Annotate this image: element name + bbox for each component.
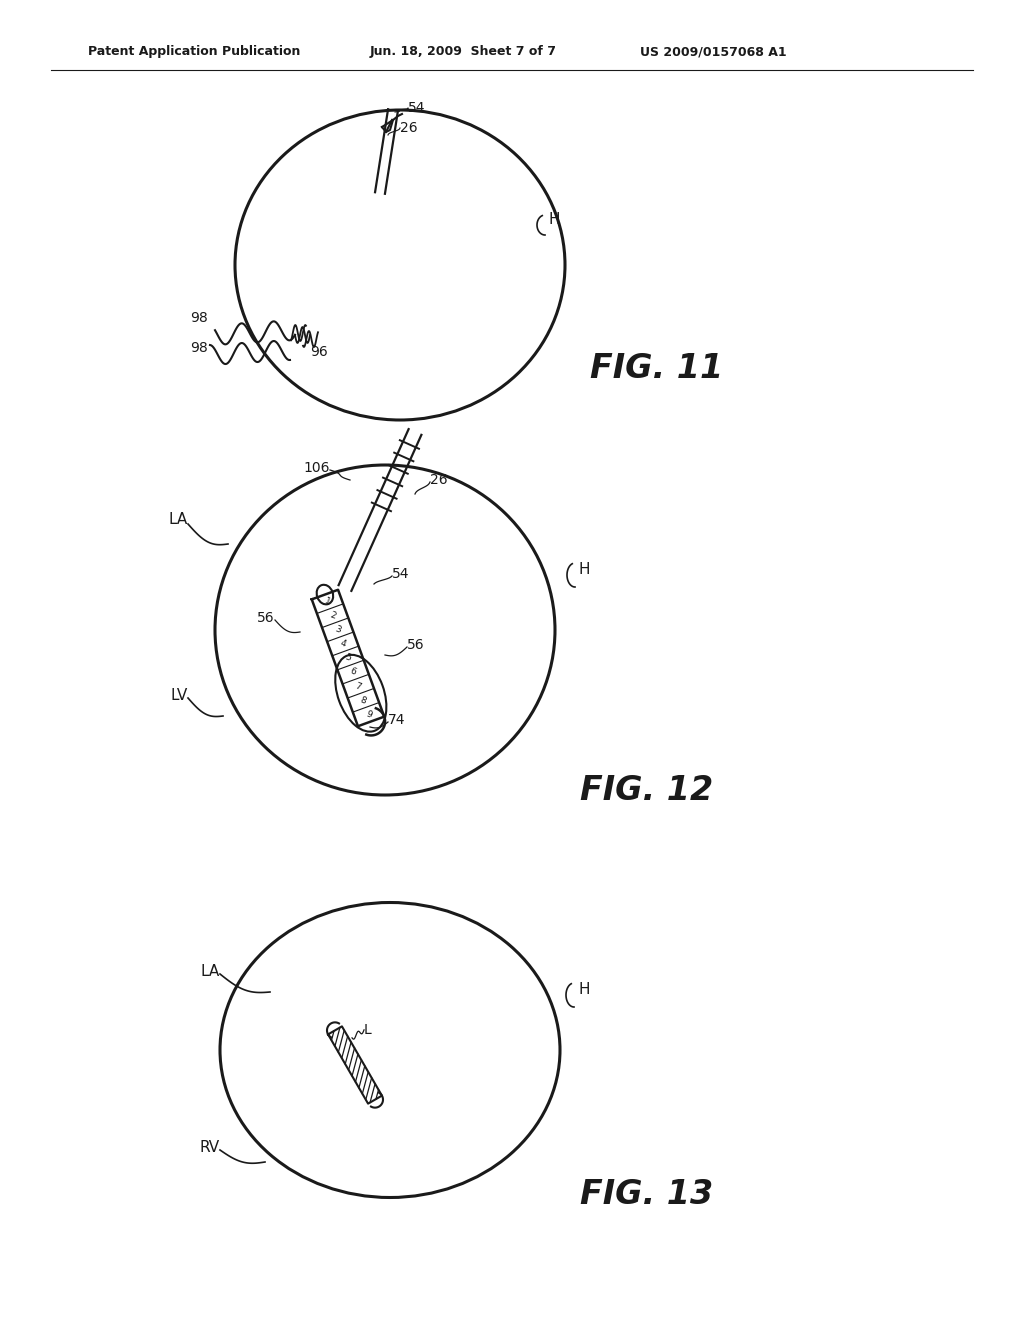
Text: 26: 26 xyxy=(400,121,418,135)
Text: FIG. 11: FIG. 11 xyxy=(590,351,723,384)
Text: LV: LV xyxy=(171,688,188,702)
Text: LA: LA xyxy=(201,965,220,979)
Text: H: H xyxy=(578,982,590,998)
Text: 8: 8 xyxy=(359,696,368,705)
Text: 7: 7 xyxy=(354,681,362,692)
Text: 4: 4 xyxy=(339,639,347,649)
Text: 54: 54 xyxy=(392,568,410,581)
Text: H: H xyxy=(578,562,590,578)
Text: 106: 106 xyxy=(303,461,330,475)
Text: 98: 98 xyxy=(190,341,208,355)
Text: 1: 1 xyxy=(324,597,332,607)
Text: 9: 9 xyxy=(365,709,373,719)
Text: 96: 96 xyxy=(310,345,328,359)
Text: 98: 98 xyxy=(190,312,208,325)
Text: US 2009/0157068 A1: US 2009/0157068 A1 xyxy=(640,45,786,58)
Text: LA: LA xyxy=(169,512,188,528)
Text: Patent Application Publication: Patent Application Publication xyxy=(88,45,300,58)
Text: 56: 56 xyxy=(407,638,425,652)
Text: FIG. 12: FIG. 12 xyxy=(580,774,714,807)
Text: FIG. 13: FIG. 13 xyxy=(580,1179,714,1212)
Text: 74: 74 xyxy=(388,713,406,727)
Text: Jun. 18, 2009  Sheet 7 of 7: Jun. 18, 2009 Sheet 7 of 7 xyxy=(370,45,557,58)
Text: RV: RV xyxy=(200,1140,220,1155)
Text: 26: 26 xyxy=(430,473,447,487)
Text: 2: 2 xyxy=(329,611,337,620)
Text: L: L xyxy=(364,1023,372,1036)
Text: 54: 54 xyxy=(408,102,426,115)
Text: 56: 56 xyxy=(257,611,275,624)
Text: H: H xyxy=(548,213,559,227)
Text: 6: 6 xyxy=(349,667,357,677)
Text: 3: 3 xyxy=(334,624,342,635)
Text: 5: 5 xyxy=(344,653,352,663)
